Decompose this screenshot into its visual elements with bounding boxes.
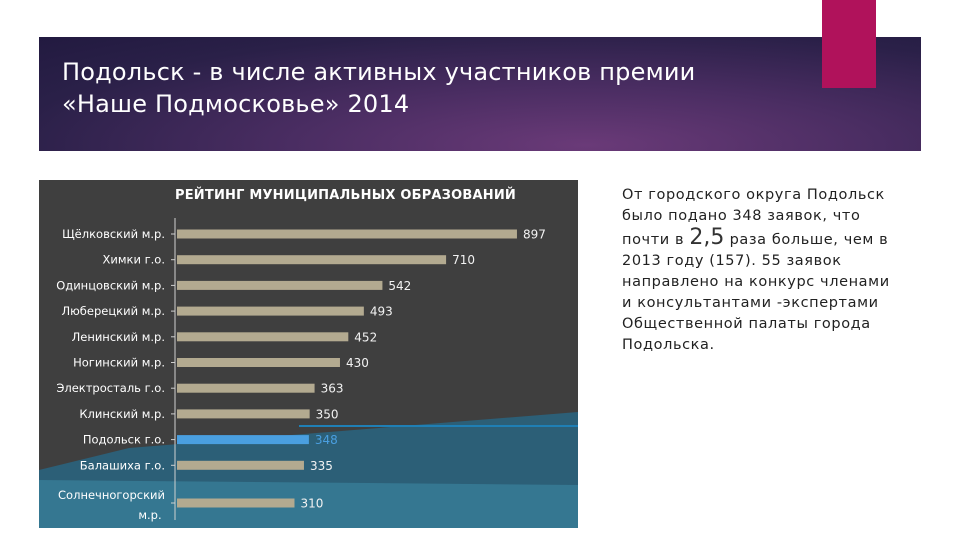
chart-bg-wave-light	[39, 480, 578, 528]
bar	[177, 409, 310, 419]
bar	[177, 229, 517, 239]
title-line-2: «Наше Подмосковье» 2014	[62, 90, 410, 118]
accent-bar	[822, 0, 876, 88]
bar	[177, 306, 364, 316]
data-label: 335	[310, 459, 333, 473]
chart-title: РЕЙТИНГ МУНИЦИПАЛЬНЫХ ОБРАЗОВАНИЙ	[175, 188, 516, 203]
bar	[177, 383, 315, 393]
category-label: Балашиха г.о.	[80, 458, 165, 472]
category-label: Щёлковский м.р.	[62, 227, 165, 241]
title-banner	[39, 37, 921, 151]
category-label: Клинский м.р.	[79, 407, 165, 421]
bar	[177, 498, 295, 508]
data-label: 350	[316, 407, 339, 421]
slide-title: Подольск - в числе активных участников п…	[62, 56, 695, 120]
description-text: От городского округа Подольск было подан…	[622, 185, 892, 356]
data-label: 710	[452, 253, 475, 267]
data-label: 493	[370, 305, 393, 319]
category-label: Подольск г.о.	[83, 433, 165, 447]
category-label: Электросталь г.о.	[56, 381, 165, 395]
description-part-1: От городского округа Подольск было подан…	[622, 187, 885, 248]
data-label: 310	[300, 497, 323, 511]
bar	[177, 332, 349, 342]
data-label: 897	[523, 228, 546, 242]
bar	[177, 460, 304, 470]
chart-svg: 897 Щёлковский м.р. 710 Химки г.о. 542 Одинцо…	[39, 218, 578, 528]
data-label: 452	[354, 330, 377, 344]
category-label: Одинцовский м.р.	[56, 278, 165, 292]
data-label: 348	[315, 433, 338, 447]
bar	[177, 358, 340, 367]
ratio-highlight: 2,5	[689, 225, 725, 250]
category-label-cont: м.р.	[138, 508, 161, 522]
data-label: 430	[346, 356, 369, 370]
bar	[177, 255, 447, 265]
category-label: Химки г.о.	[103, 253, 166, 267]
bar	[177, 435, 309, 445]
data-label: 542	[388, 279, 411, 293]
data-label: 363	[321, 382, 344, 396]
description-part-2: раза больше, чем в 2013 году (157). 55 з…	[622, 232, 890, 353]
bar	[177, 280, 383, 290]
rating-chart: 897 Щёлковский м.р. 710 Химки г.о. 542 Одинцо…	[39, 180, 578, 528]
category-label: Ленинский м.р.	[72, 330, 165, 344]
category-label: Ногинский м.р.	[73, 356, 165, 370]
category-label: Солнечногорский	[58, 488, 165, 502]
title-line-1: Подольск - в числе активных участников п…	[62, 58, 696, 86]
arrow-marker	[0, 146, 1, 156]
category-label: Люберецкий м.р.	[61, 304, 165, 318]
